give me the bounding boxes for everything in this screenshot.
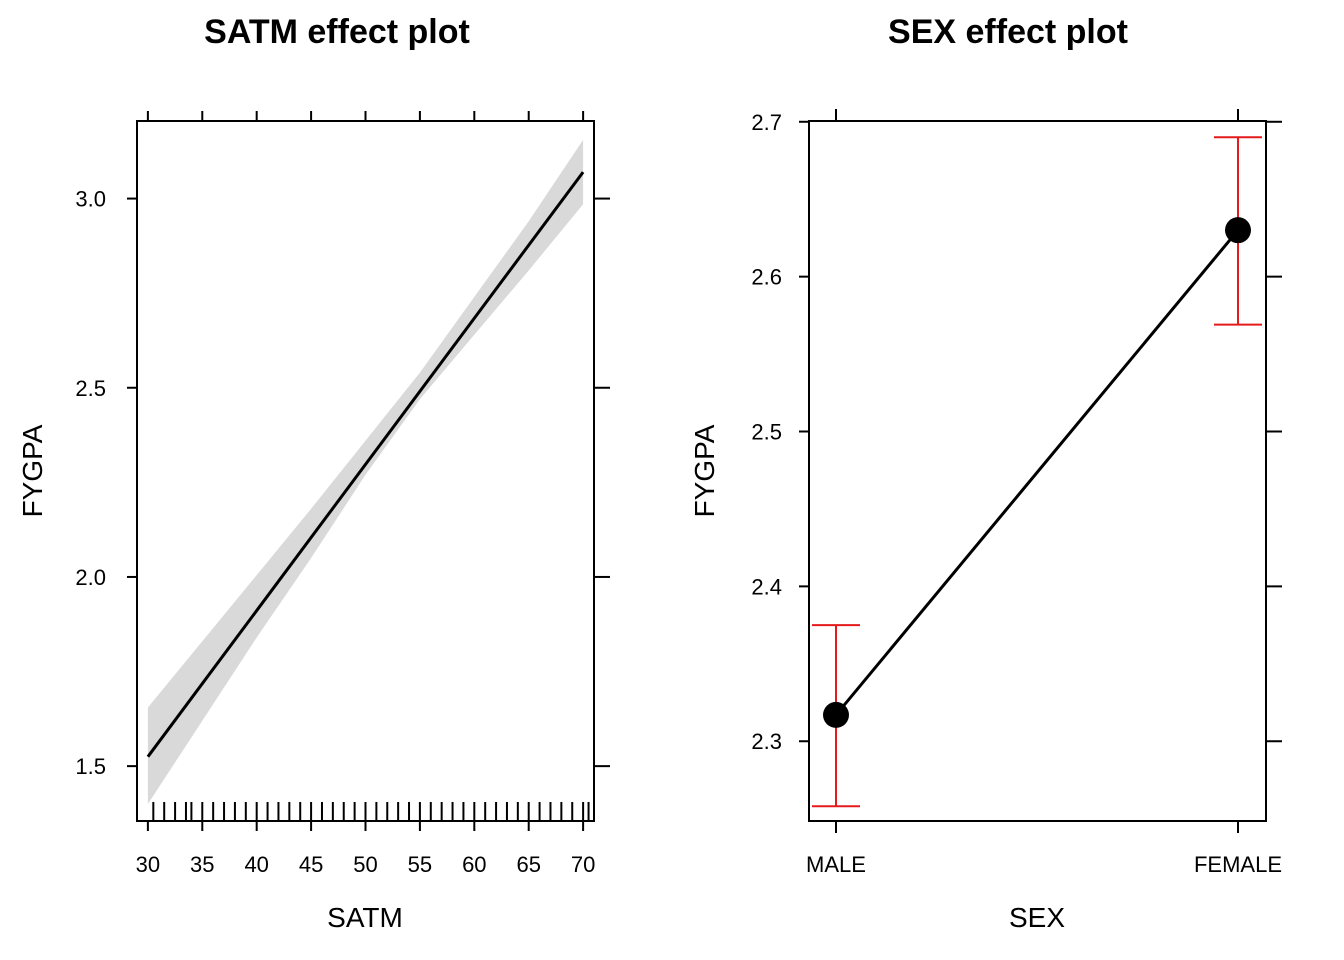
sex-effect-line bbox=[834, 229, 1240, 716]
sex-effect-point bbox=[823, 701, 849, 728]
sex-x-axis-title: SEX bbox=[1009, 902, 1065, 933]
satm-x-tick-label: 60 bbox=[462, 852, 486, 877]
sex-y-axis-title: FYGPA bbox=[689, 424, 720, 517]
satm-x-tick-label: 45 bbox=[299, 852, 323, 877]
satm-confidence-band bbox=[147, 139, 584, 804]
sex-effect-plot: SEX effect plot MALE FEMALE 2.32.42.52.62… bbox=[689, 13, 1282, 933]
satm-y-tick-label: 3.0 bbox=[75, 187, 106, 212]
sex-x-tick-label: FEMALE bbox=[1194, 852, 1282, 877]
satm-x-tick-label: 50 bbox=[353, 852, 377, 877]
satm-y-tick-label: 2.0 bbox=[75, 565, 106, 590]
sex-x-axis: MALE FEMALE bbox=[806, 109, 1282, 877]
sex-point-layer bbox=[823, 217, 1251, 728]
sex-effect-point bbox=[1225, 217, 1251, 244]
satm-rug-layer bbox=[152, 802, 590, 821]
satm-effect-plot: SATM effect plot 30 35 40 45 50 55 60 65 70 1.5 2… bbox=[17, 13, 610, 933]
sex-y-tick-label: 2.3 bbox=[751, 729, 782, 754]
satm-x-tick-label: 65 bbox=[516, 852, 540, 877]
sex-x-tick-label: MALE bbox=[806, 852, 866, 877]
satm-confidence-band-layer bbox=[147, 139, 584, 804]
satm-y-tick-label: 2.5 bbox=[75, 376, 106, 401]
satm-y-axis-title: FYGPA bbox=[17, 424, 48, 517]
sex-line-layer bbox=[834, 229, 1240, 716]
sex-y-tick-label: 2.6 bbox=[751, 265, 782, 290]
satm-x-tick-label: 55 bbox=[408, 852, 432, 877]
satm-y-axis: 1.5 2.0 2.5 3.0 bbox=[75, 187, 610, 779]
sex-y-axis: 2.3 2.4 2.5 2.6 2.7 bbox=[751, 110, 1282, 754]
satm-x-tick-label: 35 bbox=[190, 852, 214, 877]
satm-x-tick-label: 30 bbox=[136, 852, 160, 877]
sex-plot-title: SEX effect plot bbox=[888, 13, 1128, 51]
sex-y-tick-label: 2.5 bbox=[751, 420, 782, 445]
satm-x-tick-label: 40 bbox=[244, 852, 268, 877]
satm-fitted-line bbox=[146, 171, 585, 758]
sex-plot-frame bbox=[808, 120, 1267, 822]
satm-plot-title: SATM effect plot bbox=[204, 13, 470, 51]
sex-y-tick-label: 2.4 bbox=[751, 574, 782, 599]
sex-y-tick-label: 2.7 bbox=[751, 110, 782, 135]
satm-x-axis-title: SATM bbox=[327, 902, 403, 933]
satm-y-tick-label: 1.5 bbox=[75, 754, 106, 779]
satm-x-axis: 30 35 40 45 50 55 60 65 70 bbox=[136, 111, 595, 877]
satm-line-layer bbox=[146, 171, 585, 758]
satm-x-tick-label: 70 bbox=[571, 852, 595, 877]
